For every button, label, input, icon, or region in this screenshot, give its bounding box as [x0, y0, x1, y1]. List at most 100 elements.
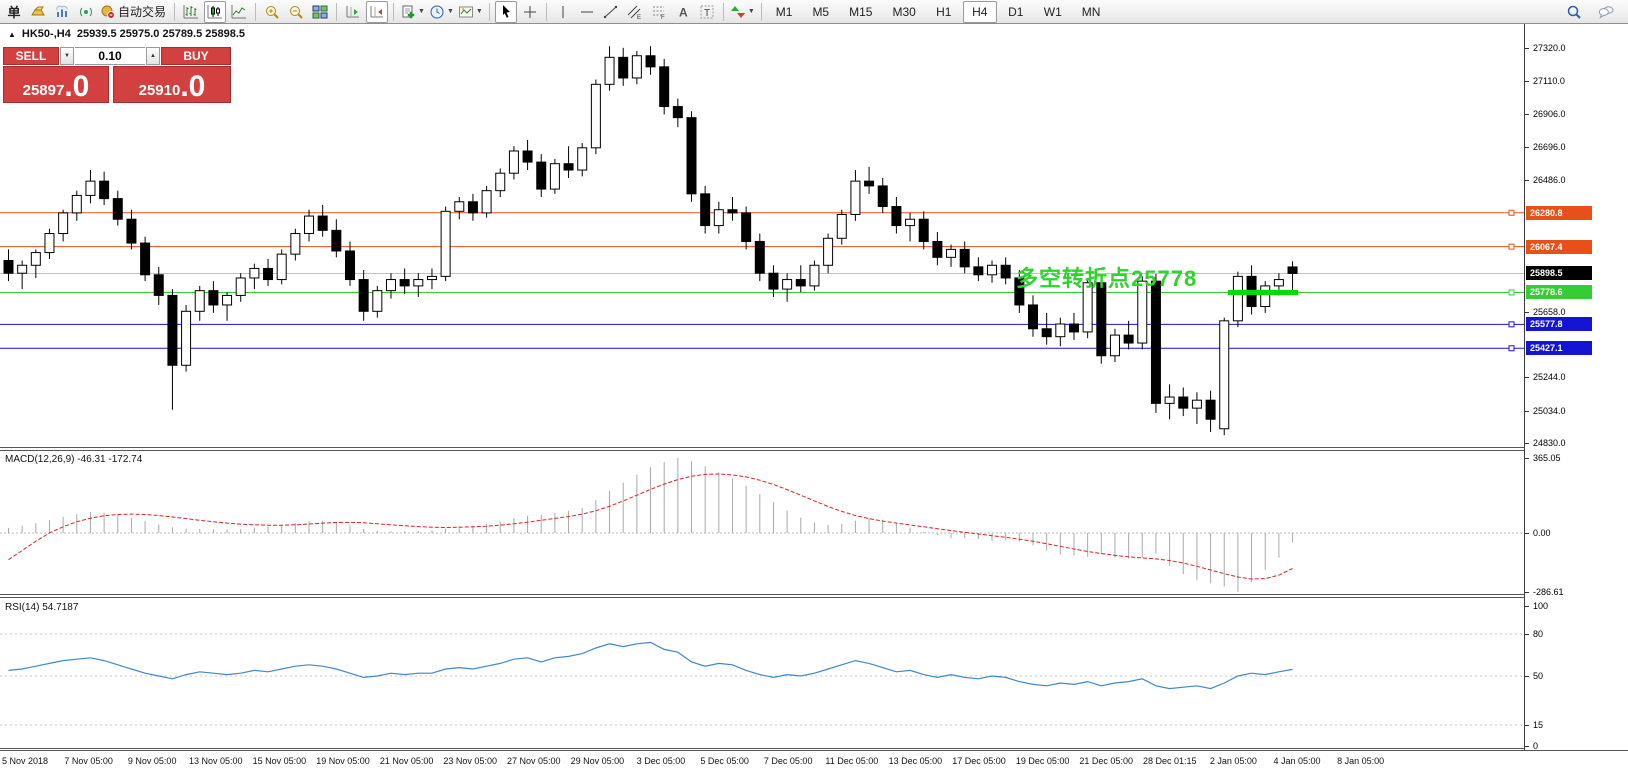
candle: [768, 265, 779, 298]
timeframe-M1[interactable]: M1: [775, 4, 793, 19]
candle: [413, 273, 424, 298]
candle: [481, 185, 492, 218]
rsi-panel-canvas[interactable]: [0, 598, 1524, 748]
candle: [536, 154, 547, 198]
fibonacci-icon[interactable]: F: [648, 1, 670, 23]
candle: [918, 211, 929, 250]
timeframe-W1[interactable]: W1: [1043, 4, 1062, 19]
bar-chart-icon[interactable]: [180, 1, 202, 23]
volume-input[interactable]: [75, 47, 145, 65]
buy-button[interactable]: BUY: [161, 47, 231, 65]
time-axis-label: 9 Nov 05:00: [127, 756, 177, 766]
svg-text:F: F: [661, 15, 665, 20]
panel-collapse-icon[interactable]: ▲: [8, 29, 16, 39]
time-axis-label: 7 Nov 05:00: [64, 756, 113, 766]
candle: [1205, 390, 1216, 432]
price-axis-label: 26486.0: [1533, 175, 1566, 186]
candle: [140, 236, 151, 282]
text-label-icon[interactable]: T: [696, 1, 718, 23]
line-chart-icon[interactable]: [228, 1, 250, 23]
cursor-icon[interactable]: [494, 0, 517, 23]
sell-price-decimal: .0: [64, 69, 90, 103]
gold-icon[interactable]: [27, 1, 49, 23]
vertical-line-icon[interactable]: [552, 1, 574, 23]
candle: [1150, 274, 1161, 413]
timeframe-M15[interactable]: M15: [849, 4, 873, 19]
orders-icon[interactable]: 单: [7, 5, 21, 20]
candle: [1191, 392, 1202, 424]
clock-icon[interactable]: ▼: [428, 1, 455, 23]
rsi-axis-label: 15: [1533, 720, 1544, 730]
price-axis-label-tick: [1525, 113, 1529, 115]
candle: [454, 197, 465, 220]
time-axis[interactable]: 5 Nov 2018 7 Nov 05:00 9 Nov 05:00 13 Nov 0…: [0, 751, 1524, 774]
toolbar-separator: [255, 2, 257, 21]
timeframe-H1[interactable]: H1: [936, 4, 952, 19]
candlestick-icon[interactable]: [204, 0, 227, 23]
price-axis-label-tick: [1525, 180, 1529, 182]
zoom-out-icon[interactable]: [285, 1, 307, 23]
crosshair-icon[interactable]: [519, 1, 541, 23]
panel-splitter-macd[interactable]: [0, 447, 1628, 451]
candle: [112, 190, 123, 226]
zoom-in-icon[interactable]: [261, 1, 283, 23]
macd-axis-label: 0.00: [1533, 528, 1551, 538]
candle: [440, 206, 451, 282]
candle: [1287, 261, 1298, 291]
candle: [713, 201, 724, 234]
chat-icon[interactable]: [1595, 1, 1617, 23]
search-icon[interactable]: [1563, 1, 1585, 23]
tile-windows-icon[interactable]: [309, 1, 331, 23]
chart-shift-icon[interactable]: [342, 1, 364, 23]
time-axis-label: 23 Nov 05:00: [443, 756, 497, 766]
timeframe-M30[interactable]: M30: [892, 4, 916, 19]
price-axis-label: 24830.0: [1533, 438, 1566, 449]
price-chart-canvas[interactable]: [0, 24, 1524, 447]
arrows-icon[interactable]: ▼: [729, 1, 756, 23]
timeframe-H4[interactable]: H4: [962, 0, 997, 23]
toolbar-separator: [488, 2, 490, 21]
level-line-anchor[interactable]: [1508, 289, 1515, 296]
template-icon[interactable]: ▼: [457, 1, 484, 23]
macd-panel-canvas[interactable]: [0, 451, 1524, 594]
text-icon[interactable]: A: [672, 1, 694, 23]
rsi-axis-label: 50: [1533, 671, 1544, 681]
price-axis[interactable]: 27320.0 27110.0 26906.0 26696.0 26486.0 25658…: [1524, 24, 1628, 751]
sell-button[interactable]: SELL: [3, 47, 59, 65]
signal-icon[interactable]: [75, 1, 97, 23]
level-line-anchor[interactable]: [1508, 243, 1515, 250]
new-chart-icon[interactable]: ▼: [399, 1, 426, 23]
time-axis-label: 21 Dec 05:00: [1079, 756, 1133, 766]
toolbar-right-icons: [1562, 0, 1618, 24]
price-tag: 25427.1: [1526, 341, 1592, 356]
level-line-anchor[interactable]: [1508, 345, 1515, 352]
volume-decrease-button[interactable]: ▼: [60, 47, 74, 65]
highlighted-level-segment[interactable]: [1228, 289, 1298, 295]
timeframe-MN[interactable]: MN: [1081, 4, 1101, 19]
equidistant-channel-icon[interactable]: E: [624, 1, 646, 23]
timeframe-M5[interactable]: M5: [812, 4, 830, 19]
trendline-icon[interactable]: [600, 1, 622, 23]
candle: [604, 46, 615, 91]
time-axis-label: 28 Dec 01:15: [1143, 756, 1197, 766]
candle: [222, 292, 233, 321]
candle: [399, 268, 410, 294]
level-line-anchor[interactable]: [1508, 321, 1515, 328]
timeframe-D1[interactable]: D1: [1008, 4, 1024, 19]
price-axis-label-tick: [1525, 443, 1529, 445]
candle: [700, 185, 711, 234]
candle: [331, 219, 342, 258]
buy-price[interactable]: 25910.0: [113, 66, 231, 103]
panel-splitter-rsi[interactable]: [0, 594, 1628, 598]
chart-cloud-icon[interactable]: [51, 1, 73, 23]
candle: [577, 143, 588, 177]
price-axis-label: 25034.0: [1533, 405, 1566, 416]
sell-price[interactable]: 25897.0: [3, 66, 109, 103]
level-line-anchor[interactable]: [1508, 209, 1515, 216]
chart-autoscroll-icon[interactable]: [366, 0, 389, 23]
volume-increase-button[interactable]: ▲: [146, 47, 160, 65]
candle: [1014, 270, 1025, 313]
horizontal-line-icon[interactable]: [576, 1, 598, 23]
autotrade-icon[interactable]: 自动交易: [99, 1, 169, 23]
